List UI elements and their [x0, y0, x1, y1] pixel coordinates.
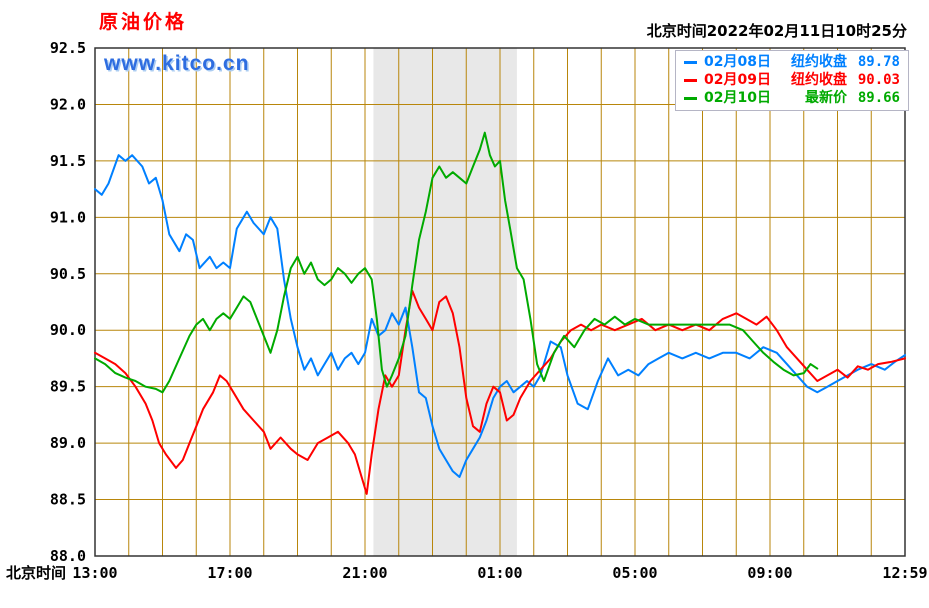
legend-series-value: 89.66 — [857, 90, 900, 106]
page-title: 原油价格 — [99, 11, 188, 33]
overnight-highlight-band — [373, 48, 517, 556]
y-axis-tick-label: 89.5 — [50, 378, 86, 396]
legend-series-name: 02月08日 — [704, 54, 771, 70]
y-axis-tick-label: 89.0 — [50, 434, 86, 452]
x-axis-tick-label: 09:00 — [747, 564, 792, 582]
x-axis-tick-label: 13:00 — [72, 564, 117, 582]
legend-series-name: 02月09日 — [704, 72, 771, 88]
legend-series-desc: 纽约收盘 — [791, 72, 847, 88]
y-axis-tick-label: 91.5 — [50, 152, 86, 170]
legend-series-desc: 最新价 — [805, 90, 847, 106]
x-axis-tick-label: 05:00 — [612, 564, 657, 582]
kitco-watermark: www.kitco.cn — [104, 52, 250, 75]
price-line-02月10日 — [94, 131, 819, 394]
x-axis-tick-label: 21:00 — [342, 564, 387, 582]
y-axis-tick-label: 90.0 — [50, 321, 86, 339]
price-line-02月08日 — [94, 154, 906, 478]
y-axis-tick-label: 88.0 — [50, 547, 86, 565]
legend-item: 02月09日 纽约收盘 90.03 — [684, 72, 900, 89]
y-axis-tick-label: 92.0 — [50, 95, 86, 113]
plot-border — [94, 47, 906, 557]
y-axis-tick-label: 92.5 — [50, 39, 86, 57]
legend-series-value: 89.78 — [857, 54, 900, 70]
x-axis-tick-label: 17:00 — [207, 564, 252, 582]
price-line-02月09日 — [94, 289, 906, 495]
y-axis-tick-label: 90.5 — [50, 265, 86, 283]
legend-item: 02月08日 纽约收盘 89.78 — [684, 54, 900, 71]
y-axis-tick-label: 88.5 — [50, 491, 86, 509]
legend-series-value: 90.03 — [857, 72, 900, 88]
x-axis-tick-label: 12:59 — [882, 564, 927, 582]
beijing-time-label: 北京时间2022年02月11日10时25分 — [646, 22, 907, 40]
legend-series-desc: 纽约收盘 — [791, 54, 847, 70]
x-axis-tick-label: 01:00 — [477, 564, 522, 582]
series-color-dash-icon — [684, 61, 697, 64]
y-axis-tick-label: 91.0 — [50, 208, 86, 226]
legend-series-name: 02月10日 — [704, 90, 771, 106]
legend-item: 02月10日 最新价 89.66 — [684, 90, 900, 107]
series-color-dash-icon — [684, 79, 697, 82]
x-axis-caption: 北京时间 — [6, 564, 67, 582]
series-color-dash-icon — [684, 97, 697, 100]
chart-legend: 02月08日 纽约收盘 89.78 02月09日 纽约收盘 90.03 02月1… — [675, 50, 909, 111]
